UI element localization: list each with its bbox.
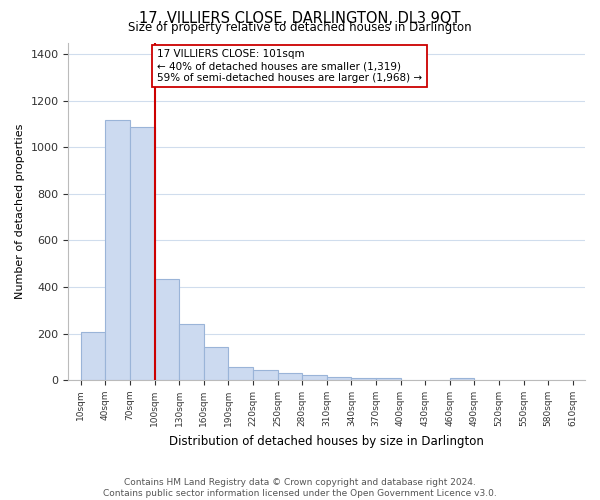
Bar	[278, 373, 302, 380]
Bar	[302, 376, 327, 380]
Bar	[352, 378, 376, 380]
Bar	[376, 378, 401, 380]
Text: Contains HM Land Registry data © Crown copyright and database right 2024.
Contai: Contains HM Land Registry data © Crown c…	[103, 478, 497, 498]
Bar	[204, 348, 229, 380]
Text: 17, VILLIERS CLOSE, DARLINGTON, DL3 9QT: 17, VILLIERS CLOSE, DARLINGTON, DL3 9QT	[139, 11, 461, 26]
Bar	[179, 324, 204, 380]
Text: 17 VILLIERS CLOSE: 101sqm
← 40% of detached houses are smaller (1,319)
59% of se: 17 VILLIERS CLOSE: 101sqm ← 40% of detac…	[157, 50, 422, 82]
Bar	[450, 378, 475, 380]
Text: Size of property relative to detached houses in Darlington: Size of property relative to detached ho…	[128, 22, 472, 35]
Bar	[229, 368, 253, 380]
Bar	[253, 370, 278, 380]
Bar	[81, 332, 106, 380]
Bar	[327, 376, 352, 380]
Bar	[155, 279, 179, 380]
Y-axis label: Number of detached properties: Number of detached properties	[15, 124, 25, 299]
Bar	[130, 128, 155, 380]
X-axis label: Distribution of detached houses by size in Darlington: Distribution of detached houses by size …	[169, 434, 484, 448]
Bar	[106, 120, 130, 380]
